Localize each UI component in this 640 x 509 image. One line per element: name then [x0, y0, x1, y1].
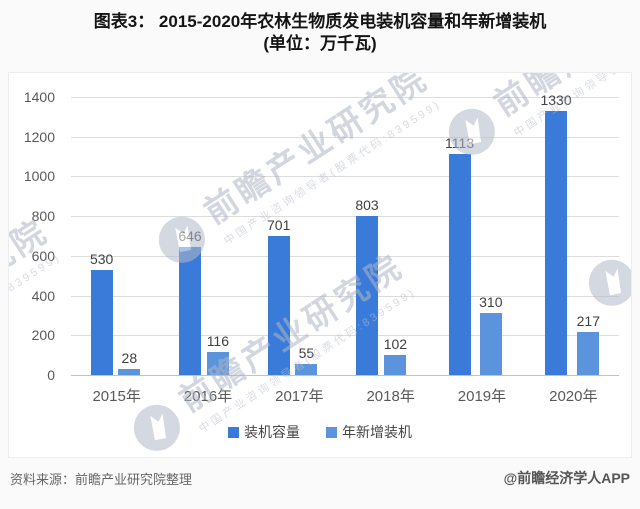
- bar-wrap: 28: [118, 350, 141, 375]
- legend: 装机容量 年新增装机: [9, 422, 631, 442]
- bar-年新增装机: [118, 369, 141, 375]
- gridline: [71, 97, 619, 98]
- bar-value-label: 803: [355, 196, 379, 213]
- bar-装机容量: [356, 215, 379, 375]
- bar-装机容量: [448, 154, 471, 375]
- y-tick-label: 800: [31, 208, 55, 225]
- x-tick-label: 2018年: [366, 388, 415, 405]
- bar-value-label: 701: [267, 216, 291, 233]
- legend-label: 装机容量: [244, 424, 300, 440]
- bar-年新增装机: [577, 331, 600, 375]
- bar-value-label: 55: [298, 345, 315, 362]
- bar-wrap: 55: [295, 345, 318, 375]
- legend-item: 装机容量: [228, 422, 300, 442]
- bar-value-label: 530: [89, 250, 114, 267]
- bar-年新增装机: [479, 313, 502, 375]
- x-axis-line: [71, 375, 619, 376]
- watermark-brand: 前瞻产业研究院: [627, 101, 632, 274]
- bar-装机容量: [267, 235, 290, 375]
- watermark: 前瞻产业研究院中国产业咨询领导者(股票代码:839599): [9, 205, 66, 433]
- bar-装机容量: [179, 246, 201, 375]
- bar-年新增装机: [206, 352, 229, 375]
- chart-panel: 530 28 646 116 701 55 803 102 1113 310 1330 217 201…: [8, 72, 632, 458]
- plot-area: [71, 73, 619, 457]
- bar-value-label: 28: [121, 350, 138, 367]
- x-tick-label: 2020年: [549, 388, 598, 405]
- x-tick-label: 2017年: [275, 388, 324, 405]
- gridline: [71, 136, 619, 138]
- bar-value-label: 1113: [445, 135, 475, 151]
- y-tick-label: 1400: [23, 89, 55, 105]
- y-tick-label: 600: [31, 247, 55, 264]
- chart-title-line2: (单位：万千瓦): [263, 34, 377, 54]
- bar-group: 803 102: [355, 196, 407, 375]
- bar-value-label: 116: [206, 333, 230, 349]
- bar-group: 1330 217: [540, 92, 600, 375]
- bar-装机容量: [90, 269, 113, 375]
- bar-年新增装机: [295, 364, 318, 375]
- legend-swatch: [326, 426, 337, 438]
- bar-wrap: 701: [267, 217, 290, 375]
- y-tick-label: 1200: [23, 128, 55, 145]
- bar-wrap: 102: [384, 336, 407, 375]
- gridline: [71, 176, 619, 178]
- chart-title-line1: 图表3： 2015-2020年农林生物质发电装机容量和年新增装机: [93, 12, 547, 31]
- bar-wrap: 803: [355, 196, 379, 375]
- y-tick-label: 400: [31, 287, 55, 304]
- bar-group: 530 28: [90, 251, 141, 375]
- footer-credit: @前瞻经济学人APP: [503, 470, 630, 486]
- bar-value-label: 217: [576, 312, 600, 329]
- bar-value-label: 646: [178, 227, 202, 244]
- bar-wrap: 530: [90, 251, 113, 375]
- chart-title: 图表3： 2015-2020年农林生物质发电装机容量和年新增装机 (单位：万千瓦…: [0, 0, 640, 55]
- bar-wrap: 646: [178, 227, 202, 375]
- bar-group: 701 55: [267, 217, 318, 375]
- bar-value-label: 310: [479, 294, 503, 311]
- bar-wrap: 1113: [445, 135, 474, 375]
- bar-group: 1113 310: [445, 135, 502, 375]
- legend-swatch: [228, 426, 239, 438]
- legend-label: 年新增装机: [342, 424, 412, 440]
- bar-wrap: 116: [207, 333, 229, 375]
- bar-年新增装机: [384, 354, 407, 375]
- x-tick-label: 2015年: [92, 388, 141, 405]
- bar-value-label: 1330: [540, 91, 572, 108]
- gridline: [71, 255, 619, 257]
- bar-value-label: 102: [383, 335, 408, 352]
- gridline: [71, 295, 619, 297]
- bar-wrap: 1330: [540, 91, 572, 375]
- gridline: [71, 216, 619, 218]
- bars-layer: 530 28 646 116 701 55 803 102 1113 310 1330 217: [71, 92, 619, 375]
- bar-wrap: 217: [577, 313, 600, 375]
- y-tick-label: 0: [47, 367, 55, 383]
- bar-装机容量: [545, 110, 568, 375]
- footer-source: 资料来源：前瞻产业研究院整理: [10, 471, 193, 487]
- footer: 资料来源：前瞻产业研究院整理 @前瞻经济学人APP: [10, 468, 630, 488]
- x-axis-labels: 2015年 2016年 2017年 2018年 2019年 2020年: [71, 385, 619, 406]
- x-tick-label: 2016年: [183, 388, 233, 405]
- legend-item: 年新增装机: [326, 422, 412, 442]
- y-tick-label: 200: [31, 327, 55, 344]
- x-tick-label: 2019年: [457, 388, 507, 405]
- bar-group: 646 116: [178, 228, 229, 375]
- bar-wrap: 310: [479, 294, 502, 375]
- gridline: [71, 335, 619, 337]
- y-tick-label: 1000: [23, 168, 55, 185]
